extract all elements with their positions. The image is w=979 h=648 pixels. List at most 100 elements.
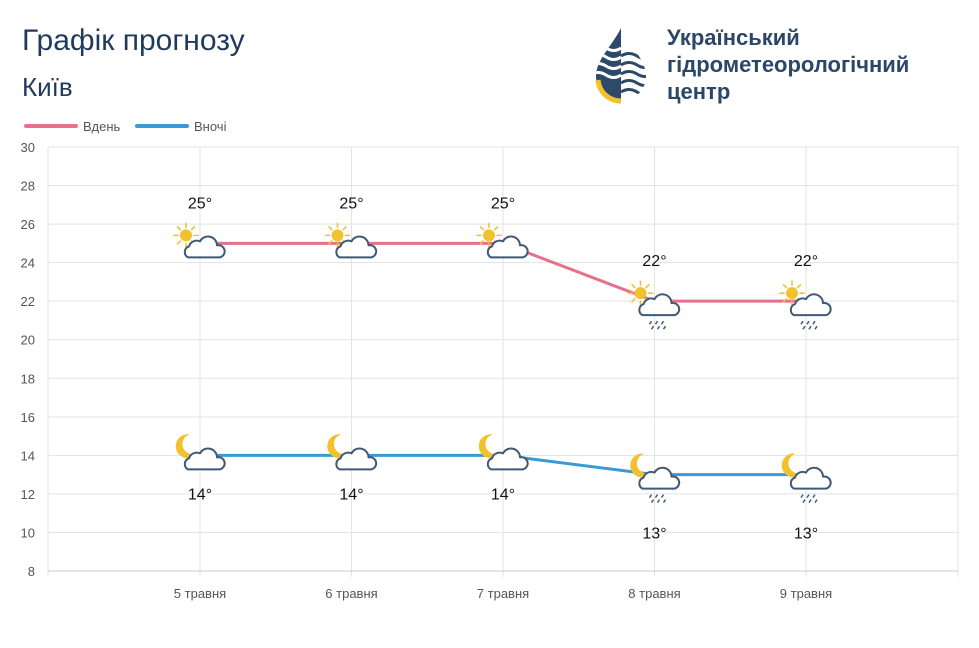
sun-ray bbox=[782, 298, 788, 303]
night-temp-label: 13° bbox=[642, 526, 666, 543]
day-temp-label: 25° bbox=[188, 195, 212, 212]
sun-ray bbox=[631, 298, 636, 303]
rain-drop bbox=[808, 325, 812, 330]
moon-crescent bbox=[781, 453, 804, 478]
sun-ray bbox=[796, 283, 802, 289]
x-tick-label: 9 травня bbox=[780, 586, 832, 601]
sun-disc bbox=[786, 287, 798, 300]
sun-ray bbox=[328, 240, 333, 245]
rain-drop bbox=[802, 499, 806, 504]
sun-ray bbox=[190, 226, 196, 231]
cloud-shape bbox=[789, 466, 832, 490]
night-temp-label: 14° bbox=[491, 486, 515, 503]
sun-cloud-icon bbox=[173, 222, 226, 259]
cloud-shape bbox=[486, 447, 529, 471]
y-tick-label: 8 bbox=[28, 564, 35, 579]
sun-ray bbox=[176, 226, 182, 231]
sun-ray bbox=[342, 226, 347, 231]
rain-drop bbox=[656, 325, 661, 330]
sun-ray bbox=[645, 283, 650, 289]
hydrometcenter-drop-logo-icon bbox=[595, 28, 646, 104]
x-tick-label: 5 травня bbox=[174, 586, 226, 601]
y-tick-label: 10 bbox=[21, 525, 35, 540]
y-tick-label: 28 bbox=[21, 179, 35, 194]
sun-disc bbox=[180, 229, 192, 242]
sun-cloud-icon bbox=[476, 222, 529, 259]
moon-cloud-icon bbox=[175, 434, 226, 471]
legend-label: Вночі bbox=[194, 119, 227, 134]
night-temp-label: 13° bbox=[794, 526, 818, 543]
day-temp-label: 22° bbox=[794, 253, 818, 270]
y-tick-label: 20 bbox=[21, 333, 35, 348]
rain-drop bbox=[654, 494, 659, 499]
rain-drop bbox=[650, 499, 655, 504]
sun-ray bbox=[479, 240, 485, 245]
day-temp-label: 22° bbox=[642, 253, 666, 270]
sun-ray bbox=[493, 226, 499, 231]
city-name: Київ bbox=[22, 72, 73, 102]
sun-cloud-rain-icon bbox=[627, 280, 681, 330]
rain-drop bbox=[814, 499, 818, 504]
sun-ray bbox=[328, 226, 333, 231]
rain-drop bbox=[650, 325, 655, 330]
legend-label: Вдень bbox=[83, 119, 121, 134]
x-tick-label: 8 травня bbox=[628, 586, 680, 601]
rain-drop bbox=[812, 494, 816, 499]
sun-disc bbox=[634, 287, 647, 300]
moon-cloud-rain-icon bbox=[630, 453, 681, 504]
rain-drop bbox=[800, 494, 804, 499]
rain-drop bbox=[662, 325, 667, 330]
night-temp-label: 14° bbox=[188, 486, 212, 503]
rain-drop bbox=[660, 494, 665, 499]
moon-crescent bbox=[327, 434, 350, 459]
moon-cloud-icon bbox=[478, 434, 529, 471]
cloud-shape bbox=[638, 466, 681, 490]
y-tick-label: 16 bbox=[21, 410, 35, 425]
cloud-shape bbox=[486, 235, 529, 259]
sun-cloud-rain-icon bbox=[779, 280, 832, 330]
rain-drop bbox=[808, 499, 812, 504]
rain-drop bbox=[800, 320, 804, 325]
night-temp-label: 14° bbox=[339, 486, 363, 503]
day-temp-label: 25° bbox=[491, 195, 515, 212]
cloud-shape bbox=[789, 293, 832, 317]
rain-drop bbox=[656, 499, 661, 504]
sun-ray bbox=[782, 283, 788, 289]
sun-ray bbox=[176, 240, 182, 245]
moon-cloud-icon bbox=[327, 434, 378, 471]
rain-drop bbox=[812, 320, 816, 325]
forecast-chart: 8 10 12 14 16 18 20 22 24 26 28 30 5 травня 6 травня 7… bbox=[21, 119, 959, 601]
x-tick-label: 7 травня bbox=[477, 586, 529, 601]
rain-drop bbox=[814, 325, 818, 330]
sun-ray bbox=[631, 283, 636, 289]
y-tick-label: 24 bbox=[21, 256, 35, 271]
cloud-shape bbox=[335, 235, 378, 259]
organization-name: Український гідрометеорологічний центр bbox=[667, 25, 910, 104]
cloud-shape bbox=[183, 447, 226, 471]
rain-drop bbox=[654, 320, 659, 325]
cloud-shape bbox=[638, 293, 681, 317]
sun-disc bbox=[483, 229, 495, 242]
page-title: Графік прогнозу bbox=[22, 24, 245, 57]
rain-drop bbox=[806, 494, 810, 499]
y-tick-label: 26 bbox=[21, 217, 35, 232]
sun-ray bbox=[479, 226, 485, 231]
moon-crescent bbox=[175, 434, 198, 459]
rain-drop bbox=[662, 499, 667, 504]
rain-drop bbox=[802, 325, 806, 330]
y-tick-label: 18 bbox=[21, 371, 35, 386]
y-tick-label: 22 bbox=[21, 294, 35, 309]
moon-cloud-rain-icon bbox=[781, 453, 832, 504]
sun-cloud-icon bbox=[324, 222, 378, 259]
cloud-shape bbox=[183, 235, 226, 259]
rain-drop bbox=[648, 494, 653, 499]
sun-disc bbox=[331, 229, 344, 242]
moon-crescent bbox=[478, 434, 501, 459]
rain-drop bbox=[806, 320, 810, 325]
y-tick-label: 12 bbox=[21, 487, 35, 502]
moon-crescent bbox=[630, 453, 653, 478]
rain-drop bbox=[648, 320, 653, 325]
x-tick-label: 6 травня bbox=[325, 586, 377, 601]
cloud-shape bbox=[335, 447, 378, 471]
day-temp-label: 25° bbox=[339, 195, 363, 212]
